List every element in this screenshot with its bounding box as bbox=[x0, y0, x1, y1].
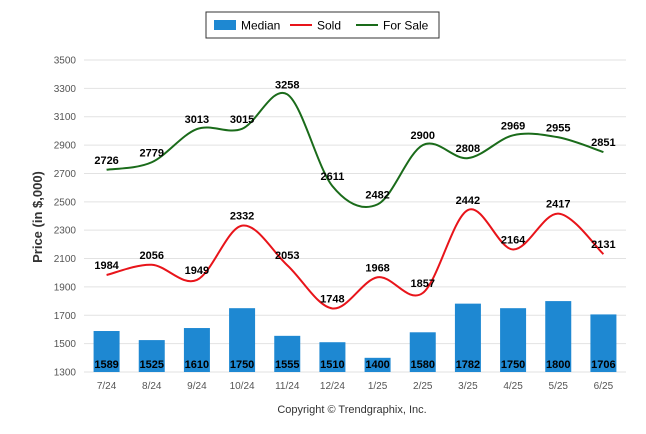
y-tick-label: 1700 bbox=[54, 311, 77, 322]
line-value-label: 1949 bbox=[185, 265, 209, 277]
line-value-label: 2726 bbox=[94, 155, 118, 167]
median-bar bbox=[364, 357, 391, 372]
y-tick-label: 3500 bbox=[54, 56, 77, 67]
x-tick-label: 2/25 bbox=[413, 381, 433, 392]
median-bar bbox=[229, 308, 256, 372]
median-bar bbox=[319, 342, 346, 372]
median-bar bbox=[409, 332, 436, 372]
median-bar bbox=[545, 301, 572, 372]
sold-line bbox=[106, 208, 605, 310]
y-tick-label: 2300 bbox=[54, 226, 77, 237]
bar-value-label: 1800 bbox=[546, 359, 570, 371]
legend-label: For Sale bbox=[383, 19, 429, 33]
line-value-label: 2332 bbox=[230, 211, 254, 223]
y-tick-label: 3300 bbox=[54, 84, 77, 95]
bar-value-label: 1750 bbox=[501, 359, 525, 371]
median-bar bbox=[500, 308, 527, 372]
median-bar bbox=[454, 303, 481, 372]
line-value-label: 3258 bbox=[275, 79, 299, 91]
x-axis-ticks: 7/24 8/24 9/24 10/24 11/24 12/24 1/25 2/25 3/25 4… bbox=[97, 381, 614, 392]
line-value-label: 2056 bbox=[140, 250, 164, 262]
bar-value-label: 1555 bbox=[275, 359, 299, 371]
median-bars: 1589 1525 1610 1750 1555 1510 1400 1580 1782 1750… bbox=[93, 301, 617, 372]
median-bar bbox=[274, 335, 301, 372]
bar-value-label: 1610 bbox=[185, 359, 209, 371]
median-bar bbox=[93, 331, 120, 372]
y-tick-label: 2500 bbox=[54, 197, 77, 208]
line-value-label: 1968 bbox=[365, 262, 389, 274]
copyright-text: Copyright © Trendgraphix, Inc. bbox=[277, 404, 426, 416]
y-tick-label: 2700 bbox=[54, 169, 77, 180]
line-value-label: 1984 bbox=[94, 260, 119, 272]
legend-label: Median bbox=[241, 19, 280, 33]
legend-box bbox=[205, 11, 440, 39]
for-sale-line bbox=[106, 91, 604, 208]
bar-value-label: 1510 bbox=[320, 359, 344, 371]
bar-value-label: 1589 bbox=[94, 359, 118, 371]
bar-value-label: 1525 bbox=[140, 359, 164, 371]
y-tick-label: 2900 bbox=[54, 141, 77, 152]
y-tick-label: 3100 bbox=[54, 112, 77, 123]
line-value-label: 2053 bbox=[275, 250, 299, 262]
x-tick-label: 3/25 bbox=[458, 381, 478, 392]
line-value-label: 1857 bbox=[411, 278, 435, 290]
bar-value-label: 1782 bbox=[456, 359, 480, 371]
x-tick-label: 12/24 bbox=[320, 381, 345, 392]
median-bar bbox=[590, 314, 617, 372]
bar-value-label: 1706 bbox=[591, 359, 615, 371]
bar-value-label: 1580 bbox=[411, 359, 435, 371]
legend-swatch bbox=[214, 20, 236, 30]
x-tick-label: 11/24 bbox=[275, 381, 300, 392]
legend: Median Sold For Sale bbox=[205, 11, 440, 39]
bar-value-label: 1750 bbox=[230, 359, 254, 371]
line-value-label: 2164 bbox=[501, 234, 526, 246]
line-value-label: 2131 bbox=[591, 239, 615, 251]
line-value-label: 2611 bbox=[320, 171, 344, 183]
line-value-label: 2482 bbox=[365, 189, 389, 201]
data-labels: 1984 2056 1949 2332 2053 1748 1968 1857 2442 2164… bbox=[94, 79, 615, 305]
x-tick-label: 10/24 bbox=[230, 381, 255, 392]
x-tick-label: 7/24 bbox=[97, 381, 117, 392]
x-tick-label: 5/25 bbox=[549, 381, 569, 392]
line-value-label: 1748 bbox=[320, 293, 344, 305]
line-value-label: 2900 bbox=[411, 130, 435, 142]
line-value-label: 2779 bbox=[140, 147, 164, 159]
x-tick-label: 9/24 bbox=[187, 381, 207, 392]
grid-lines bbox=[84, 59, 626, 373]
x-tick-label: 6/25 bbox=[594, 381, 614, 392]
line-value-label: 2808 bbox=[456, 143, 480, 155]
line-value-label: 3015 bbox=[230, 114, 254, 126]
x-tick-label: 8/24 bbox=[142, 381, 162, 392]
line-value-label: 2417 bbox=[546, 199, 570, 211]
y-tick-label: 1900 bbox=[54, 282, 77, 293]
legend-label: Sold bbox=[317, 19, 341, 33]
line-value-label: 2442 bbox=[456, 195, 480, 207]
line-value-label: 3013 bbox=[185, 114, 209, 126]
line-value-label: 2955 bbox=[546, 122, 570, 134]
bar-value-label: 1400 bbox=[365, 359, 389, 371]
median-bar bbox=[138, 340, 165, 372]
y-tick-label: 2100 bbox=[54, 254, 77, 265]
line-value-label: 2851 bbox=[591, 137, 615, 149]
y-tick-label: 1300 bbox=[54, 368, 77, 379]
y-axis-label: Price (in $,000) bbox=[30, 171, 45, 263]
median-bar bbox=[183, 328, 210, 372]
x-tick-label: 4/25 bbox=[503, 381, 523, 392]
x-tick-label: 1/25 bbox=[368, 381, 388, 392]
series-lines bbox=[106, 91, 605, 310]
line-value-label: 2969 bbox=[501, 120, 525, 132]
y-tick-label: 1500 bbox=[54, 339, 77, 350]
y-axis-ticks: 1300 1500 1700 1900 2100 2300 2500 2700 2900 3100… bbox=[54, 56, 77, 379]
